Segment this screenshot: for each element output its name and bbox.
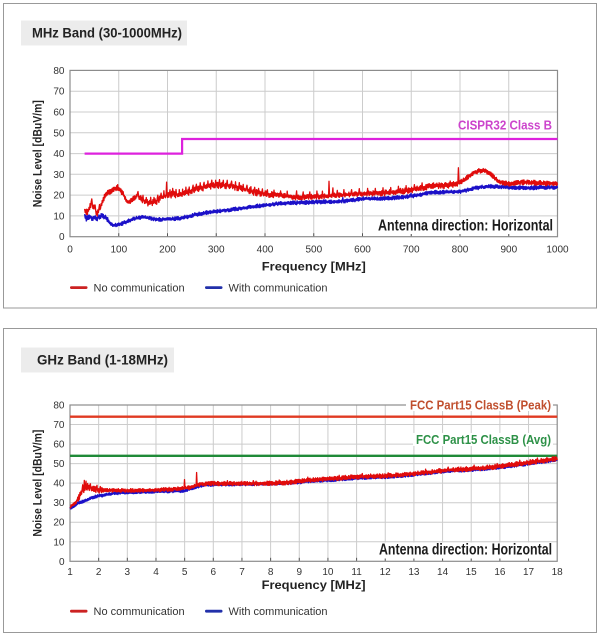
svg-text:Noise Level [dBuV/m]: Noise Level [dBuV/m] xyxy=(31,100,45,207)
svg-text:200: 200 xyxy=(159,245,176,256)
svg-text:7: 7 xyxy=(239,567,245,578)
svg-text:With communication: With communication xyxy=(229,283,328,295)
svg-text:CISPR32 Class B: CISPR32 Class B xyxy=(458,118,552,133)
svg-text:No communication: No communication xyxy=(94,283,185,295)
svg-text:MHz Band (30-1000MHz): MHz Band (30-1000MHz) xyxy=(32,25,182,41)
svg-text:10: 10 xyxy=(53,537,65,548)
svg-text:12: 12 xyxy=(380,567,392,578)
svg-text:10: 10 xyxy=(53,211,65,222)
svg-text:13: 13 xyxy=(408,567,420,578)
svg-text:80: 80 xyxy=(53,401,65,412)
svg-text:FCC Part15 ClassB (Avg): FCC Part15 ClassB (Avg) xyxy=(416,432,551,447)
svg-text:Antenna direction: Horizontal: Antenna direction: Horizontal xyxy=(379,542,552,559)
svg-text:Antenna direction: Horizontal: Antenna direction: Horizontal xyxy=(378,218,553,235)
svg-text:50: 50 xyxy=(53,459,65,470)
svg-text:1: 1 xyxy=(67,567,73,578)
svg-text:50: 50 xyxy=(53,128,65,139)
svg-text:60: 60 xyxy=(53,440,65,451)
svg-text:600: 600 xyxy=(354,245,371,256)
svg-text:GHz Band (1-18MHz): GHz Band (1-18MHz) xyxy=(37,352,168,368)
svg-text:3: 3 xyxy=(125,567,131,578)
svg-text:20: 20 xyxy=(53,518,65,529)
svg-text:2: 2 xyxy=(96,567,102,578)
svg-text:80: 80 xyxy=(53,66,65,77)
svg-text:Noise Level [dBuV/m]: Noise Level [dBuV/m] xyxy=(31,430,45,537)
svg-text:10: 10 xyxy=(322,567,334,578)
svg-text:700: 700 xyxy=(403,245,420,256)
svg-text:Frequency [MHz]: Frequency [MHz] xyxy=(262,578,366,592)
svg-text:60: 60 xyxy=(53,108,65,119)
svg-text:15: 15 xyxy=(466,567,478,578)
svg-text:40: 40 xyxy=(53,149,65,160)
svg-text:900: 900 xyxy=(500,245,517,256)
svg-text:30: 30 xyxy=(53,170,65,181)
svg-text:0: 0 xyxy=(59,557,65,568)
svg-text:0: 0 xyxy=(59,232,65,243)
svg-text:6: 6 xyxy=(211,567,217,578)
svg-text:70: 70 xyxy=(53,87,65,98)
svg-text:16: 16 xyxy=(494,567,506,578)
svg-text:0: 0 xyxy=(67,245,73,256)
svg-text:14: 14 xyxy=(437,567,449,578)
svg-text:8: 8 xyxy=(268,567,274,578)
svg-text:1000: 1000 xyxy=(546,245,569,256)
svg-text:18: 18 xyxy=(552,567,564,578)
svg-text:11: 11 xyxy=(351,567,362,578)
svg-text:FCC Part15 ClassB (Peak): FCC Part15 ClassB (Peak) xyxy=(410,398,551,413)
svg-text:40: 40 xyxy=(53,479,65,490)
svg-text:Frequency [MHz]: Frequency [MHz] xyxy=(262,259,366,273)
svg-text:20: 20 xyxy=(53,191,65,202)
svg-text:400: 400 xyxy=(257,245,274,256)
svg-text:9: 9 xyxy=(297,567,303,578)
svg-text:17: 17 xyxy=(523,567,535,578)
svg-text:70: 70 xyxy=(53,420,65,431)
svg-text:With communication: With communication xyxy=(229,606,328,618)
svg-text:800: 800 xyxy=(452,245,469,256)
svg-text:No communication: No communication xyxy=(94,606,185,618)
svg-text:4: 4 xyxy=(153,567,159,578)
svg-text:100: 100 xyxy=(110,245,127,256)
svg-text:300: 300 xyxy=(208,245,225,256)
svg-text:500: 500 xyxy=(305,245,322,256)
svg-text:5: 5 xyxy=(182,567,188,578)
svg-text:30: 30 xyxy=(53,498,65,509)
